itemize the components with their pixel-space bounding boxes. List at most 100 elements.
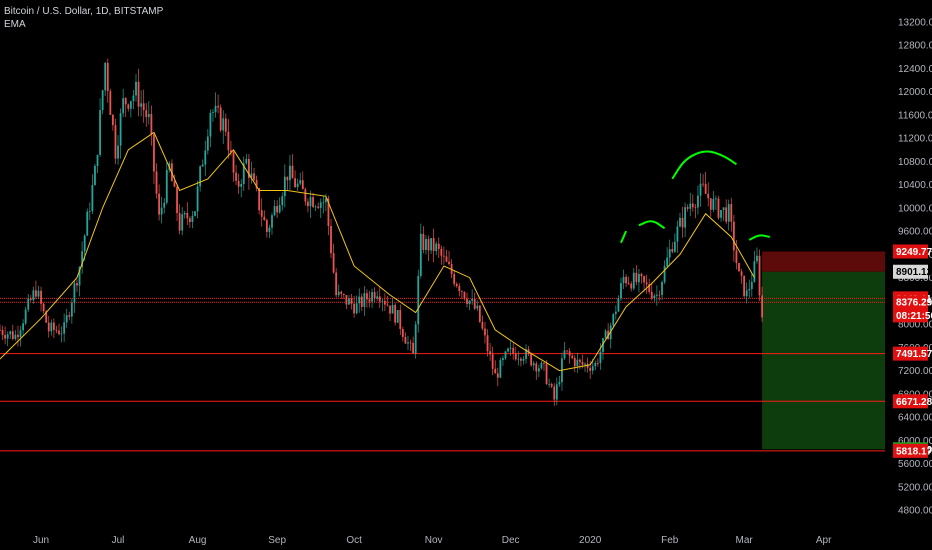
candle-body xyxy=(635,272,638,283)
candle-body xyxy=(676,226,679,242)
y-tick-label: 10000.00 xyxy=(898,203,932,214)
candle-body xyxy=(73,283,76,303)
candle-body xyxy=(378,296,381,302)
candle-body xyxy=(68,315,71,317)
stop-loss-zone xyxy=(762,251,885,272)
candle-body xyxy=(94,165,96,186)
candle-body xyxy=(153,134,155,172)
x-tick-label: 2020 xyxy=(579,535,602,546)
candle-body xyxy=(255,179,258,189)
candle-body xyxy=(22,323,24,331)
candle-body xyxy=(558,382,561,385)
candle-body xyxy=(722,207,725,211)
candle-body xyxy=(27,298,30,310)
y-tick-label: 12800.00 xyxy=(898,41,932,52)
candle-body xyxy=(160,207,163,215)
candle-body xyxy=(227,131,230,151)
candle-body xyxy=(507,348,509,352)
y-tick-label: 4800.00 xyxy=(898,506,932,517)
candle-body xyxy=(350,298,353,304)
candle-body xyxy=(666,257,669,267)
candle-body xyxy=(432,238,435,252)
candle-body xyxy=(135,81,137,96)
candle-body xyxy=(32,290,35,301)
indicator-label: EMA xyxy=(4,19,26,30)
candle-body xyxy=(188,218,191,223)
candle-body xyxy=(389,305,391,314)
candle-body xyxy=(11,331,14,339)
candle-body xyxy=(314,206,317,208)
candle-body xyxy=(740,271,743,276)
candle-body xyxy=(204,150,207,165)
candle-body xyxy=(289,165,291,181)
y-tick-label: 6400.00 xyxy=(898,413,932,424)
candle-body xyxy=(430,238,432,251)
candle-body xyxy=(81,251,84,268)
candle-body xyxy=(342,294,345,296)
candle-body xyxy=(622,276,625,284)
candle-body xyxy=(545,363,548,385)
candle-body xyxy=(602,338,604,352)
candle-body xyxy=(743,275,746,297)
candle-body xyxy=(176,186,178,214)
candle-body xyxy=(150,114,153,135)
candle-body xyxy=(404,336,407,344)
candle-body xyxy=(147,114,150,117)
candle-body xyxy=(458,286,461,292)
candle-body xyxy=(668,249,671,258)
x-tick-label: Oct xyxy=(346,535,362,546)
candle-body xyxy=(532,363,535,366)
y-tick-label: 6000.00 xyxy=(898,436,932,447)
candle-body xyxy=(620,283,622,299)
candle-body xyxy=(271,215,273,228)
candle-body xyxy=(353,303,356,314)
candle-body xyxy=(283,176,286,197)
x-tick-label: Apr xyxy=(816,535,832,546)
price-label-text: 7491.57 xyxy=(896,349,932,360)
take-profit-zone xyxy=(762,271,885,450)
candle-body xyxy=(594,362,597,367)
candle-body xyxy=(40,290,42,304)
y-tick-label: 11200.00 xyxy=(898,134,932,145)
candle-body xyxy=(756,255,758,262)
candle-body xyxy=(448,261,450,265)
candle-body xyxy=(612,314,615,326)
candle-body xyxy=(14,334,17,339)
candle-body xyxy=(155,171,158,194)
candle-body xyxy=(589,367,592,371)
candle-body xyxy=(419,233,422,276)
candle-body xyxy=(491,354,494,369)
candle-body xyxy=(109,91,112,115)
x-tick-label: Mar xyxy=(736,535,754,546)
candle-body xyxy=(655,294,658,296)
candle-body xyxy=(707,193,710,199)
x-tick-label: Aug xyxy=(189,535,207,546)
candle-body xyxy=(499,359,502,378)
candle-body xyxy=(368,299,371,302)
candle-body xyxy=(535,363,538,372)
candle-body xyxy=(124,98,127,105)
candle-body xyxy=(196,186,199,212)
price-label-text: 08:21:50 xyxy=(896,311,932,322)
candle-body xyxy=(348,298,350,305)
candle-body xyxy=(702,183,704,185)
candle-body xyxy=(715,198,717,200)
candle-body xyxy=(324,198,327,203)
candle-body xyxy=(383,300,386,305)
candle-body xyxy=(373,292,376,299)
candle-body xyxy=(599,351,602,364)
annotation-arc xyxy=(748,234,771,241)
candle-body xyxy=(173,181,176,187)
candle-body xyxy=(573,357,576,367)
candle-body xyxy=(1,330,4,335)
price-label-box xyxy=(893,295,928,310)
candle-body xyxy=(286,176,289,181)
candle-body xyxy=(555,384,558,400)
candle-body xyxy=(112,114,114,126)
candle-body xyxy=(730,204,733,222)
candle-body xyxy=(394,304,397,323)
candle-body xyxy=(614,311,617,315)
candle-body xyxy=(550,383,553,387)
candle-body xyxy=(566,350,568,352)
